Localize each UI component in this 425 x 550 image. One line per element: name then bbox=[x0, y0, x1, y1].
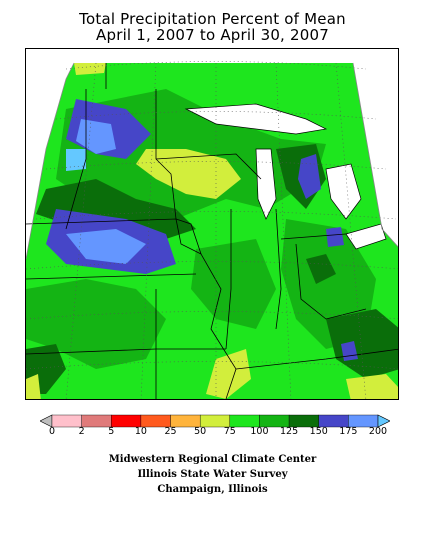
zone-200-plus bbox=[66, 149, 86, 171]
zone-75-100 bbox=[26, 374, 41, 399]
zone-175-200 bbox=[298, 154, 321, 199]
zone-125-150 bbox=[26, 279, 166, 369]
legend-color-bar bbox=[39, 414, 391, 428]
state-boundaries bbox=[26, 63, 398, 399]
legend-tick-label: 25 bbox=[164, 426, 177, 437]
credit-survey: Illinois State Water Survey bbox=[137, 469, 288, 480]
legend-tick-label: 150 bbox=[309, 426, 328, 437]
map-date-range: April 1, 2007 to April 30, 2007 bbox=[96, 26, 329, 44]
map-title: Total Precipitation Percent of Mean bbox=[79, 10, 346, 28]
domain-outline bbox=[352, 62, 398, 248]
zone-75-100 bbox=[346, 374, 398, 399]
precipitation-map bbox=[25, 48, 399, 400]
zone-75-100 bbox=[206, 349, 251, 399]
zone-175-200 bbox=[326, 227, 344, 247]
legend-tick-label: 5 bbox=[108, 426, 115, 437]
legend-swatch bbox=[51, 414, 82, 428]
credit-location: Champaign, Illinois bbox=[157, 484, 268, 495]
lake-huron bbox=[326, 164, 361, 219]
map-canvas bbox=[26, 49, 398, 399]
zone-200-plus bbox=[66, 229, 146, 264]
zone-150-175 bbox=[326, 309, 398, 379]
legend-tick-label: 125 bbox=[280, 426, 299, 437]
legend-tick-label: 0 bbox=[48, 426, 56, 437]
legend-tick-label: 2 bbox=[78, 426, 85, 437]
legend-arrow-high bbox=[377, 414, 391, 428]
legend-tick-label: 75 bbox=[223, 426, 236, 437]
graticule bbox=[26, 61, 398, 399]
credit-center: Midwestern Regional Climate Center bbox=[108, 454, 317, 465]
legend-swatch bbox=[81, 414, 112, 428]
legend-tick-label: 200 bbox=[368, 426, 388, 437]
out-of-area bbox=[353, 63, 398, 247]
legend-tick-label: 10 bbox=[134, 426, 147, 437]
zone-75-100 bbox=[74, 63, 106, 75]
lake-michigan bbox=[256, 149, 276, 219]
lake-erie bbox=[346, 224, 386, 249]
legend-tick-label: 100 bbox=[250, 426, 269, 437]
zone-150-175 bbox=[306, 254, 336, 284]
lake-superior bbox=[186, 104, 326, 134]
lake-outlines bbox=[184, 103, 387, 250]
zone-125-150 bbox=[191, 239, 276, 329]
legend-tick-label: 50 bbox=[194, 426, 207, 437]
legend-tick-label: 175 bbox=[339, 426, 358, 437]
domain-outline bbox=[26, 62, 75, 260]
color-legend: 0 2 5 10 25 50 75 100 125 150 175 200 bbox=[39, 413, 391, 443]
